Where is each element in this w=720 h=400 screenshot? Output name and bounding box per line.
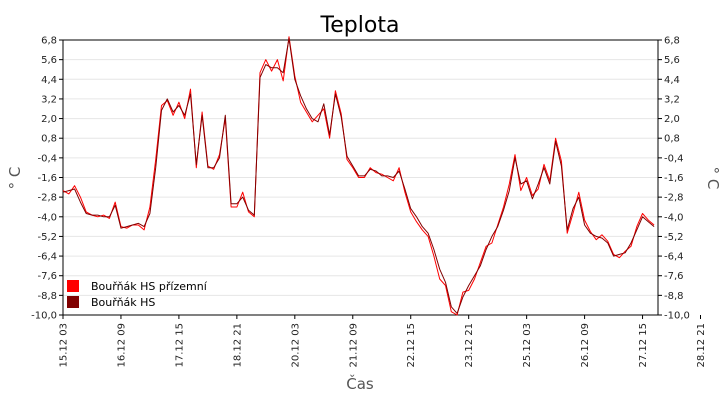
x-tick-label: 25.12 03 — [522, 323, 533, 368]
x-axis-ticks: 15.12 03 16.12 09 17.12 15 18.12 21 20.12 03… — [59, 315, 707, 368]
y-tick-label: -2,8 — [664, 193, 684, 204]
legend-swatch-bourňák-hs — [67, 296, 79, 308]
y-tick-label: 5,6 — [664, 55, 680, 66]
legend-label-bourňák-hs-prizemni: Bouřňák HS přízemní — [91, 280, 208, 293]
x-tick-label: 17.12 15 — [174, 323, 185, 368]
y-tick-label: -1,6 — [664, 173, 684, 184]
series-line-1 — [62, 37, 655, 314]
y-tick-label: -10,0 — [664, 311, 690, 322]
x-tick-label: 15.12 03 — [59, 323, 70, 368]
x-tick-label: 26.12 09 — [580, 323, 591, 368]
y-tick-label: 4,4 — [41, 75, 57, 86]
x-tick-label: 23.12 21 — [464, 323, 475, 368]
x-tick-label: 27.12 15 — [638, 323, 649, 368]
y-axis-title-right: ° C — [704, 167, 720, 190]
y-tick-label: 6,8 — [664, 36, 680, 47]
y-tick-label: -0,4 — [37, 153, 57, 164]
x-tick-label: 22.12 15 — [406, 323, 417, 368]
series-lines — [62, 36, 655, 316]
y-tick-label: 0,8 — [664, 134, 680, 145]
y-tick-label: -8,8 — [664, 291, 684, 302]
chart-title: Teplota — [320, 13, 400, 38]
grid-lines — [63, 59, 658, 296]
x-axis-title: Čas — [346, 374, 374, 393]
y-tick-label: 4,4 — [664, 75, 680, 86]
x-tick-label: 21.12 09 — [348, 323, 359, 368]
x-tick-label: 18.12 21 — [232, 323, 243, 368]
x-tick-label: 16.12 09 — [116, 323, 127, 368]
y-tick-label: -4,0 — [37, 212, 57, 223]
x-tick-label: 20.12 03 — [290, 323, 301, 368]
y-tick-label: -4,0 — [664, 212, 684, 223]
y-tick-label: -5,2 — [664, 232, 684, 243]
y-tick-label: 0,8 — [41, 134, 57, 145]
y-tick-label: -0,4 — [664, 153, 684, 164]
y-tick-label: -1,6 — [37, 173, 57, 184]
legend-swatch-bourňák-hs-prizemni — [67, 280, 79, 292]
y-tick-label: 2,0 — [664, 114, 680, 125]
y-axis-title-left: ° C — [6, 167, 24, 190]
y-tick-label: -6,4 — [37, 252, 57, 263]
y-tick-label: -7,6 — [37, 271, 57, 282]
y-tick-label: 6,8 — [41, 36, 57, 47]
y-axis-left-ticks: 6,8 5,6 4,4 3,2 2,0 0,8 -0,4 -1,6 -2,8 -4,0 -5,2 -6… — [31, 36, 63, 322]
y-tick-label: -10,0 — [31, 311, 57, 322]
y-tick-label: -6,4 — [664, 252, 684, 263]
legend: Bouřňák HS přízemní Bouřňák HS — [67, 280, 208, 309]
x-tick-label: 28.12 21 — [696, 323, 707, 368]
y-tick-label: 3,2 — [664, 94, 680, 105]
y-tick-label: -2,8 — [37, 193, 57, 204]
y-tick-label: 5,6 — [41, 55, 57, 66]
y-tick-label: -7,6 — [664, 271, 684, 282]
y-tick-label: -8,8 — [37, 291, 57, 302]
y-tick-label: 3,2 — [41, 94, 57, 105]
legend-label-bourňák-hs: Bouřňák HS — [91, 296, 155, 309]
y-tick-label: -5,2 — [37, 232, 57, 243]
y-axis-right-ticks: 6,8 5,6 4,4 3,2 2,0 0,8 -0,4 -1,6 -2,8 -4,0 -5,2 -6… — [658, 36, 690, 322]
y-tick-label: 2,0 — [41, 114, 57, 125]
series-line-0 — [62, 36, 655, 316]
